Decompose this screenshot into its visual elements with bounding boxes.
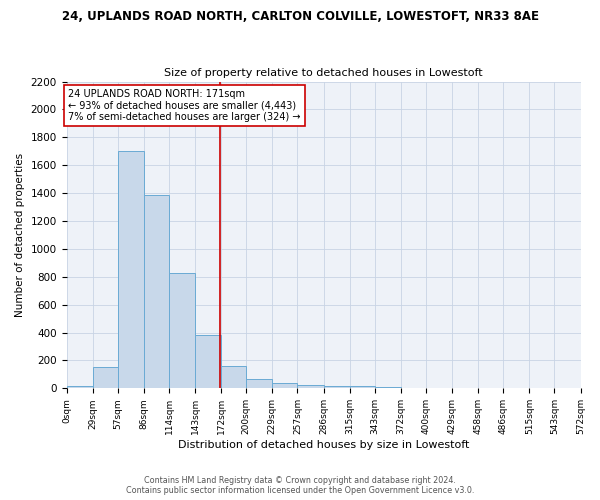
Text: 24 UPLANDS ROAD NORTH: 171sqm
← 93% of detached houses are smaller (4,443)
7% of: 24 UPLANDS ROAD NORTH: 171sqm ← 93% of d… xyxy=(68,88,301,122)
Bar xyxy=(195,336,221,388)
Y-axis label: Number of detached properties: Number of detached properties xyxy=(15,153,25,317)
Bar xyxy=(92,368,118,388)
Title: Size of property relative to detached houses in Lowestoft: Size of property relative to detached ho… xyxy=(164,68,483,78)
Bar xyxy=(375,387,401,388)
Bar xyxy=(323,386,350,388)
Bar xyxy=(246,380,272,388)
Text: 24, UPLANDS ROAD NORTH, CARLTON COLVILLE, LOWESTOFT, NR33 8AE: 24, UPLANDS ROAD NORTH, CARLTON COLVILLE… xyxy=(62,10,539,23)
X-axis label: Distribution of detached houses by size in Lowestoft: Distribution of detached houses by size … xyxy=(178,440,469,450)
Text: Contains HM Land Registry data © Crown copyright and database right 2024.
Contai: Contains HM Land Registry data © Crown c… xyxy=(126,476,474,495)
Bar xyxy=(67,386,92,388)
Bar xyxy=(298,385,323,388)
Bar xyxy=(272,384,298,388)
Bar xyxy=(144,194,169,388)
Bar xyxy=(350,386,375,388)
Bar xyxy=(221,366,246,388)
Bar xyxy=(118,152,144,388)
Bar xyxy=(169,272,195,388)
